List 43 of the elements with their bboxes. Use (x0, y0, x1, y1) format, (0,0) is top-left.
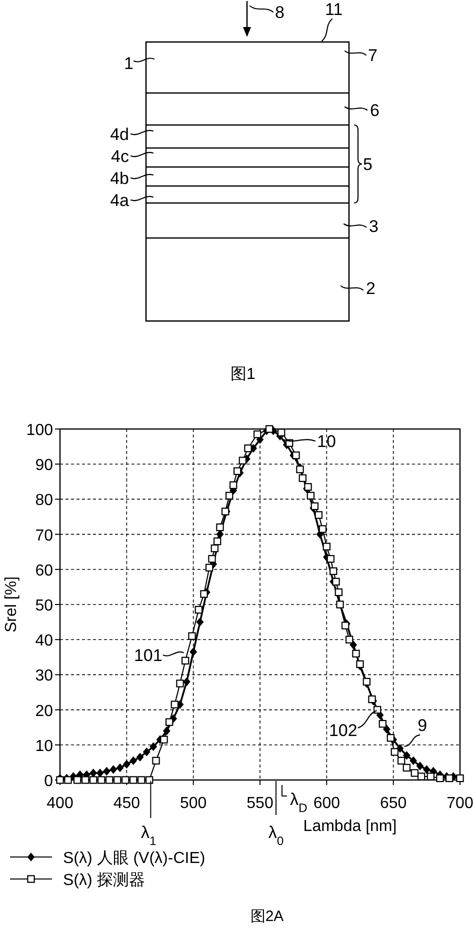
x-tick-label: 650 (380, 795, 407, 812)
text: 6 (370, 101, 380, 120)
text: 1 (124, 54, 134, 73)
text: 4c (111, 147, 130, 166)
annotation: 10 (317, 432, 336, 452)
text: 3 (369, 217, 378, 236)
caption: 图1 (230, 366, 256, 383)
y-tick-label: 50 (35, 598, 54, 614)
y-tick-label: 90 (35, 457, 54, 474)
legend-label: S(λ) 探测器 (63, 872, 145, 889)
annotation: 9 (418, 716, 428, 735)
text: λ$_{D}$ (290, 790, 308, 815)
text: 7 (368, 46, 378, 65)
y-tick-label: 80 (35, 492, 54, 510)
y-tick-label: 30 (35, 668, 54, 685)
y-tick-label: 60 (35, 562, 54, 580)
x-tick-label: 700 (446, 795, 474, 812)
legend-label: S(λ) 人眼 (V(λ)-CIE) (63, 850, 206, 867)
annotation: λ$_{1}$ (141, 823, 157, 848)
y-tick-label: 70 (35, 527, 54, 544)
x-tick-label: 450 (113, 795, 140, 812)
x-tick-label: 550 (246, 795, 274, 812)
x-axis-title: Lambda [nm] (303, 818, 397, 835)
x-tick-label: 500 (180, 795, 207, 812)
text: 4d (110, 125, 129, 144)
text: 5 (363, 155, 372, 174)
y-axis-title: Srel [%] (3, 576, 20, 633)
text: 11 (325, 0, 343, 19)
y-tick-label: 100 (26, 422, 54, 439)
x-tick-label: 400 (46, 795, 74, 812)
text: 8 (275, 3, 284, 22)
x-tick-label: 600 (313, 795, 340, 812)
text: 2 (366, 279, 376, 298)
text: λ$_{0}$ (268, 823, 284, 848)
annotation: 102 (328, 720, 358, 740)
y-tick-label: 20 (35, 702, 54, 720)
text: 4b (110, 169, 129, 188)
annotation: 101 (134, 646, 162, 666)
y-tick-label: 10 (35, 738, 54, 755)
text: 4a (110, 191, 130, 210)
y-tick-label: 0 (44, 773, 54, 790)
caption: 图2A (250, 908, 284, 925)
y-tick-label: 40 (35, 632, 54, 650)
